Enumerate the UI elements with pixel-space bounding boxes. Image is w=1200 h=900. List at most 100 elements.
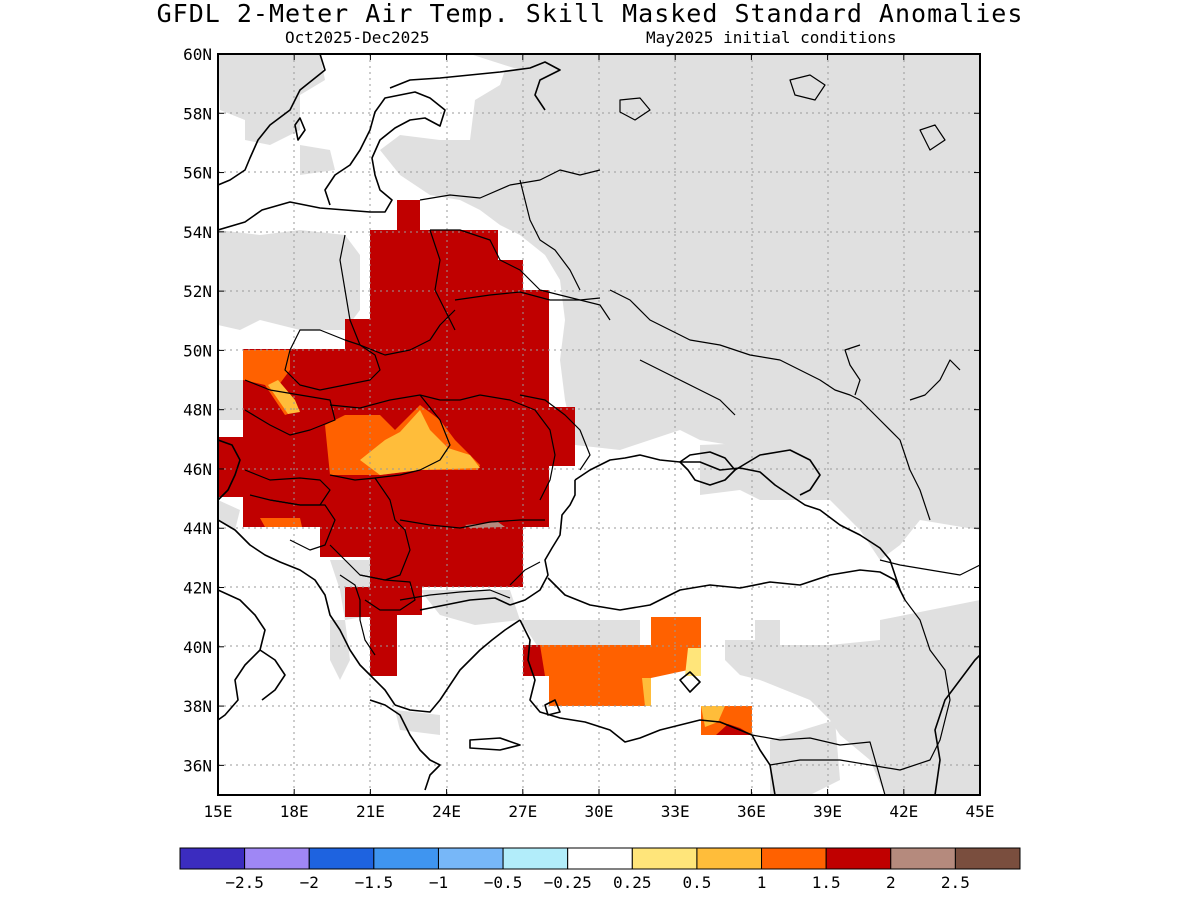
border-poland-east [429,229,456,331]
sweden-coast [218,54,326,186]
anomaly-romania-inner [360,410,480,475]
balkan-coast-west [218,439,241,501]
border-hungary-romania [374,394,451,479]
volga [844,344,861,396]
lake-ladoga [619,97,651,121]
colorbar-labels: −2.5 −2 −1.5 −1 −0.5 −0.25 0.25 0.5 1 1.5 2 2.5 [225,873,969,892]
lat-label: 58N [183,104,212,123]
colorbar-label: −2.5 [225,873,264,892]
mask-levant [770,720,840,795]
colorbar-swatch [244,847,310,870]
black-sea-north-coast [574,454,901,591]
sea-of-azov-shore [909,359,961,401]
border-russia-west [519,179,581,291]
anomaly-turkey-west [523,617,701,706]
coastlines [218,54,980,795]
mask-italy [330,620,350,680]
aegean-coast-north [419,597,511,611]
mask-greece [420,590,640,660]
colorbar-swatch [954,847,1021,870]
colorbar [179,847,1021,870]
lon-labels: 15E 18E 21E 24E 27E 30E 33E 36E 39E 42E 45E [204,802,995,821]
lat-label: 56N [183,164,212,183]
colorbar-label: 1 [757,873,767,892]
anomaly-bulgaria-dot [465,522,505,528]
anomaly-croatia [260,518,302,527]
colorbar-swatch [696,847,763,870]
lat-label: 48N [183,401,212,420]
lake-tuz [679,671,701,693]
lat-label: 44N [183,519,212,538]
border-ukraine-russia [609,289,861,401]
colorbar-swatch [437,847,504,870]
adriatic-coast-east [218,519,396,706]
lon-label: 27E [508,802,537,821]
italy-coast [218,589,266,721]
colorbar-swatch [308,847,375,870]
mask-crimea [700,440,830,500]
lat-label: 52N [183,282,212,301]
mask-germany [218,230,360,330]
turkey-north-coast [547,569,906,611]
colorbar-swatch [825,847,892,870]
border-baltic [419,169,601,201]
lat-label: 38N [183,697,212,716]
border-greece-bulgaria [399,589,511,601]
colorbar-label: 2.5 [941,873,970,892]
white-sea-island [919,124,946,151]
anomaly-austria-inner [268,380,300,414]
colorbar-swatch [890,847,956,870]
lake-onega [789,74,826,101]
border-turkey-east [769,599,951,771]
border-moldova [519,394,591,471]
colorbar-swatch [761,847,827,870]
colorbar-label: 0.5 [682,873,711,892]
border-bosnia [269,499,336,551]
anomaly-turkey-central-2 [642,678,651,706]
lon-label: 45E [966,802,995,821]
borders [244,74,980,795]
colorbar-label: 1.5 [812,873,841,892]
border-serbia [329,474,411,581]
skill-mask [218,54,980,795]
lon-label: 21E [356,802,385,821]
mask-scandinavia-2 [300,145,335,175]
colorbar-label: −0.5 [484,873,523,892]
colorbar-label: 2 [886,873,896,892]
border-romania-east [479,394,556,501]
finland-coast [389,61,561,111]
colorbar-swatch [502,847,569,870]
lat-label: 46N [183,460,212,479]
border-belarus [430,229,611,321]
colorbar-label: −0.25 [544,873,592,892]
lon-label: 42E [889,802,918,821]
colorbar-label: −1.5 [355,873,394,892]
lon-label: 39E [813,802,842,821]
lat-label: 36N [183,756,212,775]
border-syria [751,734,886,795]
mask-russia [380,54,980,560]
mask-turkey-east [725,600,980,795]
rhodes [544,699,561,716]
peloponnese [369,619,521,791]
anomaly-turkey-central [685,648,701,676]
italy-heel [259,649,286,701]
crimea [679,451,736,486]
turkey-south-coast [519,619,776,795]
lon-label: 33E [661,802,690,821]
map-title: GFDL 2-Meter Air Temp. Skill Masked Stan… [156,0,1024,28]
lat-labels: 60N 58N 56N 54N 52N 50N 48N 46N 44N 42N 40N 38N 36N [183,45,212,775]
lon-label: 36E [737,802,766,821]
azov-coast [734,449,821,496]
colorbar-label: 0.25 [613,873,652,892]
gotland [294,117,306,141]
anomaly-turkey-south-light [701,706,725,727]
lon-label: 30E [585,802,614,821]
lon-label: 18E [280,802,309,821]
dnieper [639,359,736,416]
border-georgia [879,559,980,576]
forecast-period: Oct2025-Dec2025 [285,28,430,47]
lon-label: 15E [204,802,233,821]
map-area [218,54,980,795]
